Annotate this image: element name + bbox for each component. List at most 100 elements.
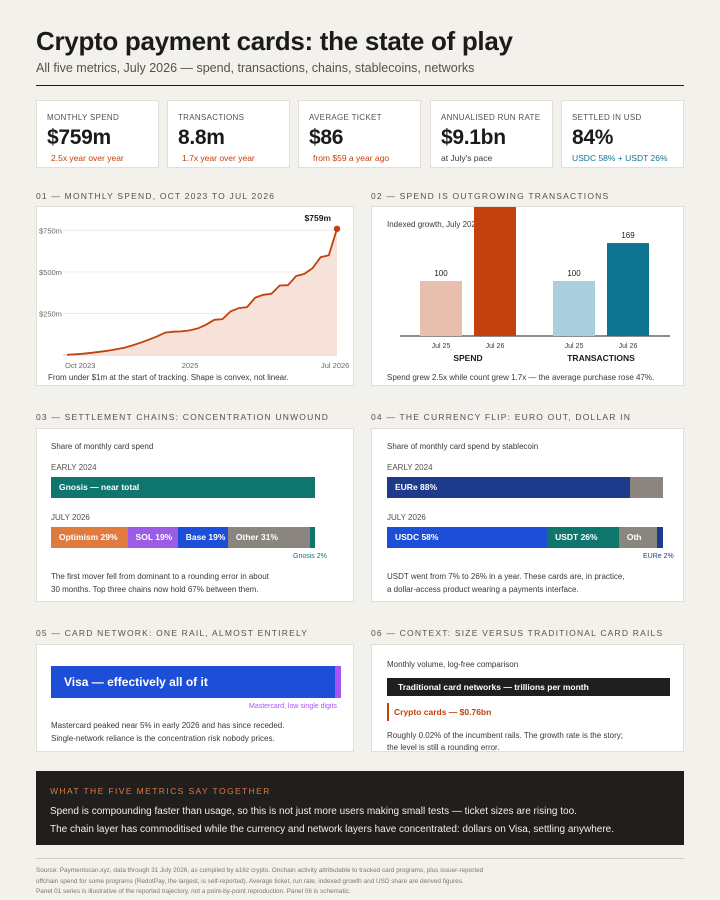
crypto-cards-bar xyxy=(387,703,389,721)
footer-rule xyxy=(36,858,684,859)
panel-05-card-network: Visa — effectively all of it Mastercard,… xyxy=(36,644,354,752)
kpi-card-settled-usd: SETTLED IN USD 84% USDC 58% + USDT 26% xyxy=(561,100,684,168)
kpi-label: MONTHLY SPEND xyxy=(47,113,120,122)
page-title: Crypto payment cards: the state of play xyxy=(36,26,513,56)
stablecoin-bar-july-2026: USDC 58% USDT 26% Oth xyxy=(387,527,663,548)
bar-segment: EURe 88% xyxy=(387,477,630,498)
bar-spend-jul-26 xyxy=(474,207,516,336)
bar-segment xyxy=(657,527,663,548)
kpi-card-run-rate: ANNUALISED RUN RATE $9.1bn at July's pac… xyxy=(430,100,553,168)
source-footer: Source: Paymentscan.xyz, data through 31… xyxy=(36,866,684,898)
section-01-label: 01 — MONTHLY SPEND, OCT 2023 TO JUL 2026 xyxy=(36,191,276,201)
kpi-sub: USDC 58% + USDT 26% xyxy=(572,153,668,163)
chains-row-label-early: EARLY 2024 xyxy=(51,463,97,472)
kpi-sub: 1.7x year over year xyxy=(182,153,255,163)
chains-bar-early-2024: Gnosis — near total xyxy=(51,477,315,498)
bar-transactions-jul-26 xyxy=(607,243,649,336)
panel-01-note: From under $1m at the start of tracking.… xyxy=(48,373,289,382)
y-tick-label: $250m xyxy=(39,309,62,318)
kpi-sub: from $59 a year ago xyxy=(313,153,390,163)
summary-line-1: Spend is compounding faster than usage, … xyxy=(50,806,577,817)
panel-06-note-line1: Roughly 0.02% of the incumbent rails. Th… xyxy=(387,731,623,740)
panel-05-note-line2: Single-network reliance is the concentra… xyxy=(51,734,275,743)
gnosis-callout: Gnosis 2% xyxy=(293,553,327,560)
bar-category-label: Jul 26 xyxy=(619,343,638,350)
section-05-label: 05 — CARD NETWORK: ONE RAIL, ALMOST ENTI… xyxy=(36,628,309,638)
group-label: TRANSACTIONS xyxy=(567,353,635,363)
section-04-label: 04 — THE CURRENCY FLIP: EURO OUT, DOLLAR… xyxy=(371,412,632,422)
chains-bar-july-2026: Optimism 29% SOL 19% Base 19% Other 31% xyxy=(51,527,315,548)
stable-row-label-july: JULY 2026 xyxy=(387,513,426,522)
kpi-label: TRANSACTIONS xyxy=(178,113,245,122)
chains-row-label-july: JULY 2026 xyxy=(51,513,90,522)
eure-callout: EURe 2% xyxy=(643,553,674,560)
kpi-value: 84% xyxy=(572,126,614,149)
panel-03-note-line2: 30 months. Top three chains now hold 67%… xyxy=(51,585,259,594)
kpi-card-average-ticket: AVERAGE TICKET $86 from $59 a year ago xyxy=(298,100,421,168)
panel-03-chains: Share of monthly card spend EARLY 2024 G… xyxy=(36,428,354,602)
panel-06-note-line2: the level is still a rounding error. xyxy=(387,743,500,752)
spend-end-label: $759m xyxy=(305,213,332,223)
x-tick-label: Jul 2026 xyxy=(321,361,349,370)
panel-04-note-line1: USDT went from 7% to 26% in a year. Thes… xyxy=(387,572,625,581)
panel-06-context: Monthly volume, log-free comparison Trad… xyxy=(371,644,684,752)
bar-segment: Base 19% xyxy=(177,527,228,548)
page-subtitle: All five metrics, July 2026 — spend, tra… xyxy=(36,61,475,75)
chart-04-title: Share of monthly card spend by stablecoi… xyxy=(387,442,539,451)
section-06-label: 06 — CONTEXT: SIZE VERSUS TRADITIONAL CA… xyxy=(371,628,664,638)
footer-line-2: offchain spend for some programs (RedotP… xyxy=(36,877,464,885)
panel-02-indexed-growth: Indexed growth, July 2025 = 100 100 Jul 2… xyxy=(371,206,684,386)
footer-line-1: Source: Paymentscan.xyz, data through 31… xyxy=(36,867,484,874)
kpi-label: AVERAGE TICKET xyxy=(309,113,382,122)
bar-segment: Other 31% xyxy=(227,527,310,548)
kpi-card-monthly-spend: MONTHLY SPEND $759m 2.5x year over year xyxy=(36,100,159,168)
network-share-bar: Visa — effectively all of it xyxy=(51,666,341,698)
panel-02-note: Spend grew 2.5x while count grew 1.7x — … xyxy=(387,373,655,382)
bar-segment: Gnosis — near total xyxy=(51,477,315,498)
kpi-card-transactions: TRANSACTIONS 8.8m 1.7x year over year xyxy=(167,100,290,168)
y-tick-label: $750m xyxy=(39,226,62,235)
chart-02-title: Indexed growth, July 2025 = 100 xyxy=(387,220,503,229)
panel-03-note-line1: The first mover fell from dominant to a … xyxy=(51,572,269,581)
traditional-rails-bar: Traditional card networks — trillions pe… xyxy=(387,678,670,696)
bar-value-label: 100 xyxy=(567,269,581,278)
bar-segment: Optimism 29% xyxy=(51,527,128,548)
x-tick-label: Oct 2023 xyxy=(65,361,95,370)
bar-transactions-jul-25 xyxy=(553,281,595,336)
stable-row-label-early: EARLY 2024 xyxy=(387,463,433,472)
bar-segment xyxy=(629,477,663,498)
summary-title: WHAT THE FIVE METRICS SAY TOGETHER xyxy=(50,786,271,796)
y-tick-label: $500m xyxy=(39,268,62,277)
panel-01-spend-chart: $750m $500m $250m $759m Oct 2023 2025 Jul 2026… xyxy=(36,206,354,386)
summary-line-2: The chain layer has commoditised while t… xyxy=(50,824,614,835)
spend-line xyxy=(66,228,338,356)
kpi-sub: 2.5x year over year xyxy=(51,153,124,163)
x-tick-label: 2025 xyxy=(182,361,199,370)
bar-segment: USDC 58% xyxy=(387,527,548,548)
chart-06-title: Monthly volume, log-free comparison xyxy=(387,660,519,669)
mastercard-callout: Mastercard, low single digits xyxy=(249,703,337,710)
footer-line-3: Panel 01 series is illustrative of the r… xyxy=(36,888,351,895)
chart-03-title: Share of monthly card spend xyxy=(51,442,154,451)
kpi-label: ANNUALISED RUN RATE xyxy=(441,113,541,122)
section-03-label: 03 — SETTLEMENT CHAINS: CONCENTRATION UN… xyxy=(36,412,330,422)
spend-end-marker xyxy=(333,225,341,233)
bar-segment xyxy=(335,666,341,698)
summary-box: WHAT THE FIVE METRICS SAY TOGETHER Spend… xyxy=(36,771,684,845)
stablecoin-bar-early-2024: EURe 88% xyxy=(387,477,663,498)
bar-value-label: 169 xyxy=(621,231,635,240)
bar-category-label: Jul 26 xyxy=(486,343,505,350)
bar-segment: Visa — effectively all of it xyxy=(51,666,336,698)
panel-04-note-line2: a dollar-access product wearing a paymen… xyxy=(387,585,579,594)
bar-segment: SOL 19% xyxy=(127,527,178,548)
kpi-label: SETTLED IN USD xyxy=(572,113,642,122)
crypto-cards-label: Crypto cards — $0.76bn xyxy=(394,707,492,717)
group-label: SPEND xyxy=(453,353,482,363)
kpi-value: 8.8m xyxy=(178,126,225,149)
bar-category-label: Jul 25 xyxy=(565,343,584,350)
header-rule xyxy=(36,85,684,86)
kpi-value: $759m xyxy=(47,126,111,149)
spend-area-chart: $750m $500m $250m $759m Oct 2023 2025 Jul 2026 xyxy=(39,213,349,370)
section-02-label: 02 — SPEND IS OUTGROWING TRANSACTIONS xyxy=(371,191,610,201)
